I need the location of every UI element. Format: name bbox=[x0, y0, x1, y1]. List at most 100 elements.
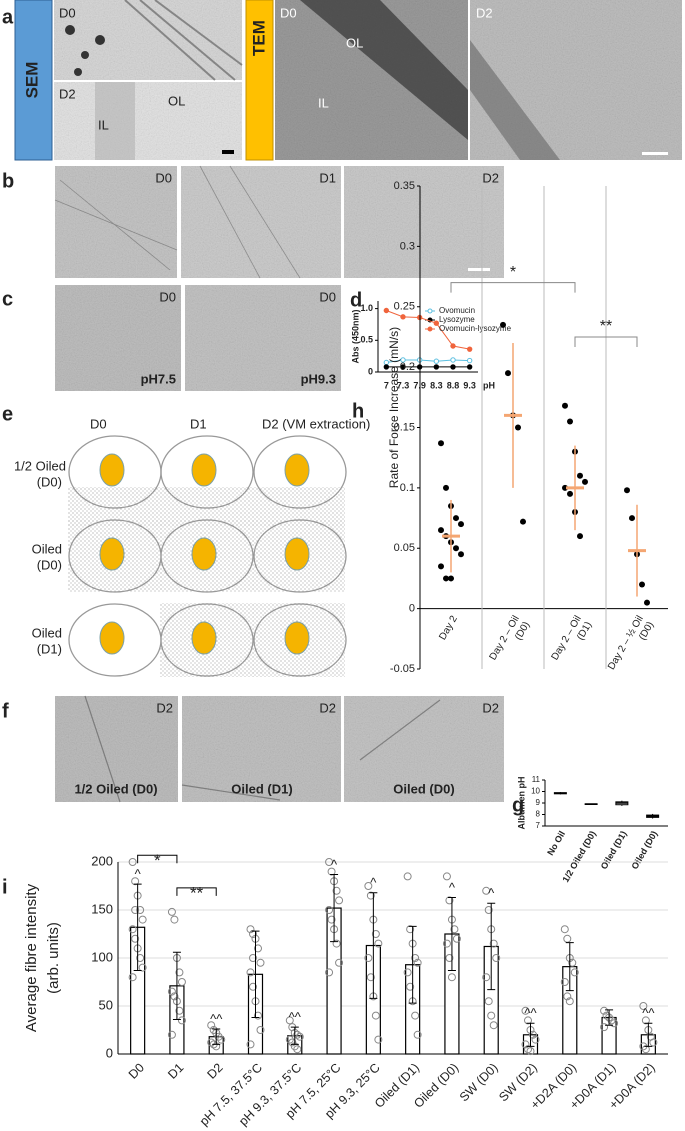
image-label: D2 bbox=[319, 700, 336, 715]
point bbox=[254, 1011, 262, 1020]
eggs bbox=[68, 435, 347, 677]
point bbox=[285, 1016, 294, 1025]
point bbox=[438, 527, 444, 534]
scale-bar bbox=[222, 150, 234, 154]
tem-bar bbox=[245, 0, 274, 161]
point bbox=[335, 896, 344, 905]
point bbox=[445, 896, 454, 905]
point bbox=[563, 934, 572, 943]
point bbox=[433, 358, 440, 364]
significance-label: * bbox=[510, 264, 516, 281]
micrograph-f-oiled-d1 bbox=[182, 696, 341, 802]
point bbox=[577, 533, 583, 540]
y-tick-label: 11 bbox=[532, 775, 541, 784]
point bbox=[492, 954, 501, 962]
y-tick-label: 8 bbox=[536, 810, 541, 819]
point bbox=[383, 364, 390, 370]
image-label: D2 bbox=[476, 5, 493, 20]
panel-label: e bbox=[2, 403, 13, 425]
tem-inner-layer bbox=[470, 40, 560, 160]
point bbox=[602, 1011, 611, 1020]
image-label: D0 bbox=[159, 289, 176, 304]
point bbox=[400, 364, 406, 370]
point bbox=[131, 934, 140, 943]
micrograph-c-ph75 bbox=[55, 285, 181, 391]
point bbox=[641, 1016, 650, 1025]
image-label: D2 bbox=[482, 700, 499, 715]
point bbox=[170, 915, 179, 924]
point bbox=[249, 930, 257, 938]
error-bar bbox=[369, 892, 378, 999]
point bbox=[445, 954, 454, 962]
condition-label: pH9.3 bbox=[301, 371, 336, 386]
series-line bbox=[386, 310, 470, 350]
column-label: D0 bbox=[90, 416, 107, 431]
micrograph-b-d1 bbox=[181, 166, 341, 278]
point bbox=[452, 934, 461, 943]
point bbox=[406, 925, 415, 934]
point bbox=[325, 858, 334, 866]
y-tick-label: 0.5 bbox=[360, 335, 373, 345]
point bbox=[383, 307, 390, 314]
point bbox=[529, 1030, 537, 1039]
error-bar bbox=[251, 930, 260, 1019]
point bbox=[128, 973, 137, 982]
y-tick-label: 50 bbox=[99, 997, 113, 1012]
error-bar bbox=[330, 873, 339, 943]
tem-label: TEM bbox=[249, 20, 268, 56]
x-tick-label: 7 bbox=[384, 380, 389, 390]
point bbox=[364, 954, 373, 962]
x-tick-label-group: Day 2 – Oil(D1) bbox=[550, 614, 595, 662]
point bbox=[568, 958, 577, 967]
point bbox=[641, 1045, 650, 1054]
image-label: OL bbox=[346, 35, 363, 50]
error-bar bbox=[565, 942, 574, 992]
micrograph-c-ph93 bbox=[185, 285, 341, 391]
significance-marker: ^^ bbox=[642, 1006, 655, 1021]
x-axis-label: pH bbox=[483, 380, 495, 390]
error-bar bbox=[172, 951, 181, 1020]
point bbox=[209, 1026, 218, 1034]
micrograph-b-d2 bbox=[344, 166, 504, 278]
point bbox=[411, 1011, 420, 1020]
point bbox=[639, 581, 645, 588]
x-tick-label: No Oil bbox=[545, 829, 567, 857]
panel-label: i bbox=[2, 876, 8, 898]
x-tick-label-group: Day 2 – ½ Oil(D0) bbox=[606, 614, 656, 672]
point bbox=[167, 987, 176, 996]
error-bar bbox=[447, 897, 456, 971]
x-tick-label: D1 bbox=[165, 1061, 186, 1082]
point bbox=[371, 930, 380, 938]
point bbox=[438, 563, 444, 570]
point bbox=[563, 992, 572, 1001]
point bbox=[327, 867, 336, 876]
point bbox=[443, 484, 449, 491]
significance-marker: ^ bbox=[331, 857, 338, 872]
diagram-e: D0 D1 D2 (VM extraction) 1/2 Oiled (D0) … bbox=[14, 416, 370, 677]
point bbox=[521, 1006, 530, 1015]
error-bar bbox=[133, 883, 142, 971]
point bbox=[246, 925, 255, 934]
panel-label: h bbox=[352, 400, 364, 422]
sem-bar bbox=[14, 0, 53, 161]
point bbox=[293, 1045, 302, 1054]
significance-label: * bbox=[154, 851, 161, 870]
image-label: D0 bbox=[280, 5, 297, 20]
point bbox=[450, 343, 456, 349]
point bbox=[526, 1047, 535, 1056]
point bbox=[256, 958, 265, 967]
significance-label: ** bbox=[190, 883, 204, 902]
point bbox=[453, 515, 459, 522]
point bbox=[403, 872, 412, 881]
point bbox=[484, 906, 493, 914]
point bbox=[521, 1040, 530, 1049]
significance-bracket bbox=[450, 282, 576, 293]
point bbox=[246, 968, 255, 977]
micrograph-f-half-oiled bbox=[55, 696, 178, 802]
point bbox=[285, 1035, 294, 1044]
point bbox=[403, 968, 412, 977]
point bbox=[167, 1030, 176, 1039]
point bbox=[505, 370, 511, 377]
point bbox=[207, 1038, 216, 1047]
y-tick-label: 10 bbox=[531, 787, 540, 796]
